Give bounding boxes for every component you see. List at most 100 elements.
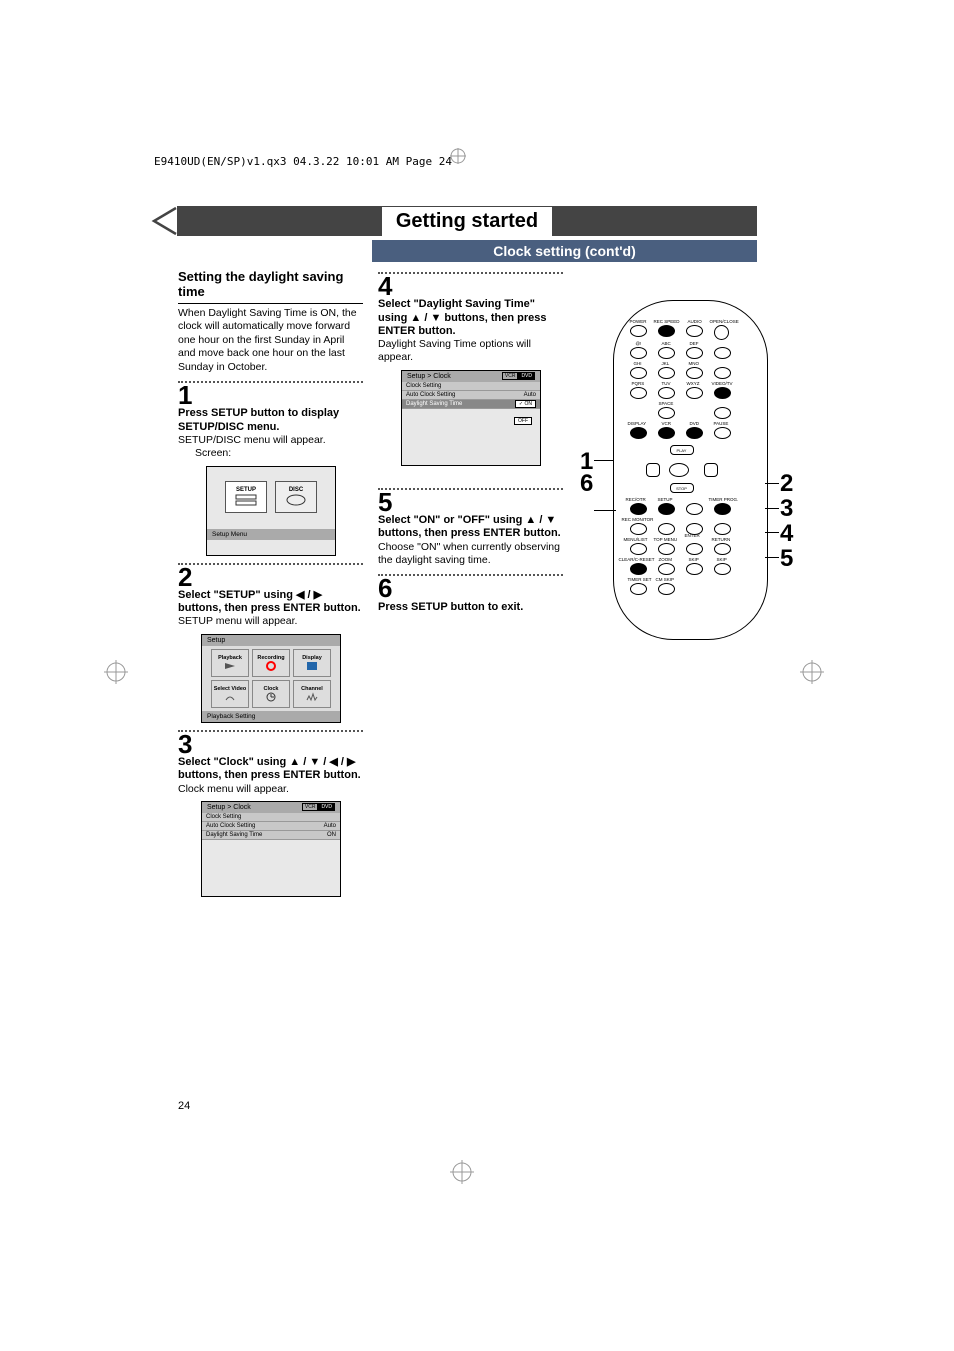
menu-tab: Recording: [252, 649, 290, 677]
num-5-button[interactable]: [658, 367, 675, 379]
dpad: PLAY STOP: [654, 445, 704, 495]
separator: [378, 574, 563, 576]
rew-left-button[interactable]: [646, 463, 660, 477]
separator: [178, 730, 363, 732]
rec-otr-button[interactable]: [630, 503, 647, 515]
separator: [178, 381, 363, 383]
vcr-button[interactable]: [658, 427, 675, 439]
return-button[interactable]: [714, 543, 731, 555]
step-body: SETUP menu will appear.: [178, 615, 363, 628]
rec-monitor-button[interactable]: [630, 523, 647, 535]
audio-button[interactable]: [686, 325, 703, 337]
menu-tab: Display: [293, 649, 331, 677]
open-close-button[interactable]: [714, 325, 729, 340]
step-heading: Select "SETUP" using ◀ / ▶ buttons, then…: [178, 589, 363, 615]
num-8-button[interactable]: [658, 387, 675, 399]
clock-row: Clock Setting: [402, 382, 540, 391]
dpad-center: [669, 463, 689, 477]
callout-number: 3: [780, 495, 793, 523]
num-1-button[interactable]: [630, 347, 647, 359]
setup-button[interactable]: [658, 503, 675, 515]
main-title: Getting started: [382, 207, 552, 236]
menu-tab: Channel: [293, 680, 331, 708]
step-heading: Press SETUP button to exit.: [378, 601, 563, 614]
mode-badges: VCRDVD: [502, 373, 535, 380]
crop-mark-bottom: [450, 1160, 474, 1184]
num-3-button[interactable]: [686, 347, 703, 359]
stop-down-button[interactable]: STOP: [670, 483, 694, 493]
step-number: 2: [178, 566, 363, 589]
crop-mark-left: [104, 660, 128, 684]
skip-next-button[interactable]: [714, 563, 731, 575]
menu-tab: Playback: [211, 649, 249, 677]
timer-set-button[interactable]: [630, 583, 647, 595]
display-button[interactable]: [630, 427, 647, 439]
callout-number: 6: [580, 470, 593, 498]
search-mode-button[interactable]: [714, 347, 731, 359]
crop-mark-right: [800, 660, 824, 684]
num-2-button[interactable]: [658, 347, 675, 359]
nav-down-button[interactable]: [686, 543, 703, 555]
clock-row: Auto Clock SettingAuto: [202, 822, 340, 831]
dvd-button[interactable]: [686, 427, 703, 439]
power-button[interactable]: [630, 325, 647, 337]
step-body: Daylight Saving Time options will appear…: [378, 338, 563, 365]
clock-row-highlighted: Daylight Saving Time ✓ ON: [402, 400, 540, 409]
video-tv-button[interactable]: [714, 387, 731, 399]
remote-control: POWER REC SPEED AUDIO OPEN/CLOSE @! ABC …: [613, 300, 768, 640]
breadcrumb: Setup > Clock: [207, 804, 251, 811]
cm-skip-button[interactable]: [658, 583, 675, 595]
nav-left-button[interactable]: [658, 523, 675, 535]
callout-line: [765, 483, 779, 484]
breadcrumb: Setup > Clock: [407, 373, 451, 380]
title-banner: Getting started: [177, 206, 757, 236]
menu-list-button[interactable]: [630, 543, 647, 555]
play-up-button[interactable]: PLAY: [670, 445, 694, 455]
disc-icon: DISC: [275, 481, 317, 513]
menu-tab: Select Video: [211, 680, 249, 708]
section-heading: Setting the daylight saving time: [178, 270, 363, 300]
breadcrumb-bar: Setup > Clock VCRDVD: [402, 371, 540, 382]
setup-icon: SETUP: [225, 481, 267, 513]
clear-button[interactable]: [630, 563, 647, 575]
page-number: 24: [178, 1100, 190, 1112]
skip-prev-button[interactable]: [686, 563, 703, 575]
clock-menu-screen: Setup > Clock VCRDVD Clock Setting Auto …: [201, 801, 341, 897]
setup-menu-screen: Setup Playback Recording Display Select …: [201, 634, 341, 723]
step-body: SETUP/DISC menu will appear.: [178, 434, 363, 447]
rec-speed-button[interactable]: [658, 325, 675, 337]
dst-options-screen: Setup > Clock VCRDVD Clock Setting Auto …: [401, 370, 541, 466]
step-heading: Select "Clock" using ▲ / ▼ / ◀ / ▶ butto…: [178, 756, 363, 782]
nav-button[interactable]: [686, 503, 703, 515]
ff-right-button[interactable]: [704, 463, 718, 477]
off-option: OFF: [514, 417, 532, 425]
left-column: Setting the daylight saving time When Da…: [178, 270, 363, 897]
num-9-button[interactable]: [686, 387, 703, 399]
num-0-button[interactable]: [658, 407, 675, 419]
num-4-button[interactable]: [630, 367, 647, 379]
intro-text: When Daylight Saving Time is ON, the clo…: [178, 307, 363, 374]
clock-row: Clock Setting: [202, 813, 340, 822]
nav-right-button[interactable]: [714, 523, 731, 535]
enter-button[interactable]: [686, 523, 703, 535]
callout-number: 5: [780, 545, 793, 573]
crop-mark-top: [450, 148, 474, 172]
zoom-button[interactable]: [658, 563, 675, 575]
separator: [378, 488, 563, 490]
callout-line: [594, 510, 616, 511]
num-7-button[interactable]: [630, 387, 647, 399]
screen-caption: Screen:: [195, 447, 363, 460]
callout-line: [765, 557, 779, 558]
mode-badges: VCRDVD: [302, 804, 335, 811]
timer-prog-button[interactable]: [714, 503, 731, 515]
middle-column: 4 Select "Daylight Saving Time" using ▲ …: [378, 272, 563, 614]
num-6-button[interactable]: [686, 367, 703, 379]
callout-number: 2: [780, 470, 793, 498]
separator: [378, 272, 563, 274]
slow-button[interactable]: [714, 407, 731, 419]
step-number: 4: [378, 275, 563, 298]
pause-button[interactable]: [714, 427, 731, 439]
plus-button[interactable]: [714, 367, 731, 379]
breadcrumb-bar: Setup > Clock VCRDVD: [202, 802, 340, 813]
top-menu-button[interactable]: [658, 543, 675, 555]
